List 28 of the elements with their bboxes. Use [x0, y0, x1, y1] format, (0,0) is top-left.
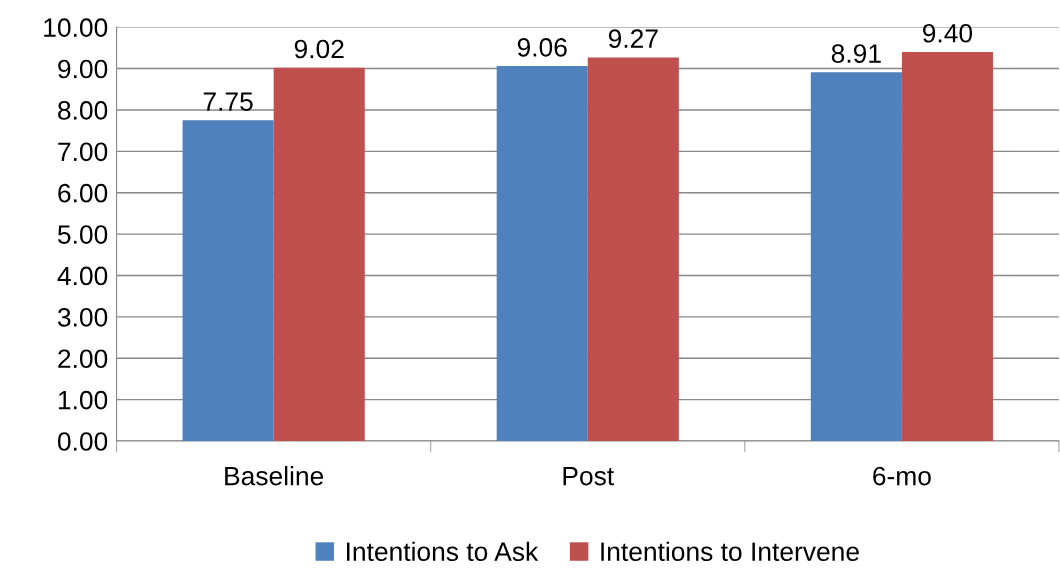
y-tick-label: 9.00	[58, 59, 108, 79]
y-tick-label: 3.00	[57, 307, 108, 327]
y-tick-label: 2.00	[58, 349, 108, 369]
y-tick-label: 10.00	[44, 18, 108, 37]
legend-label: Intentions to Ask	[347, 541, 539, 562]
bar	[496, 66, 588, 442]
x-tick-label: 6-mo	[873, 466, 931, 486]
legend-label: Intentions to Intervene	[601, 541, 859, 562]
text: 7.75	[203, 92, 253, 111]
y-tick-label: 4.00	[57, 266, 108, 286]
bar	[273, 67, 365, 442]
bar	[901, 52, 993, 442]
x-tick-label: Post	[563, 466, 614, 486]
bar	[182, 120, 274, 442]
y-tick-label: 0.00	[57, 432, 108, 451]
text: 9.06	[517, 38, 567, 57]
y-tick-label: 5.00	[57, 225, 108, 244]
text: 9.02	[294, 39, 344, 59]
text: 8.91	[831, 44, 881, 63]
text: 9.40	[922, 23, 973, 43]
x-tick-label: Baseline	[225, 466, 324, 486]
y-tick-label: 6.00	[58, 183, 108, 203]
y-tick-label: 1.00	[58, 390, 108, 410]
y-tick-label: 7.00	[58, 142, 108, 162]
bar	[587, 57, 679, 442]
bar	[810, 72, 902, 442]
y-tick-label: 8.00	[58, 101, 108, 120]
text: 9.27	[608, 29, 658, 48]
